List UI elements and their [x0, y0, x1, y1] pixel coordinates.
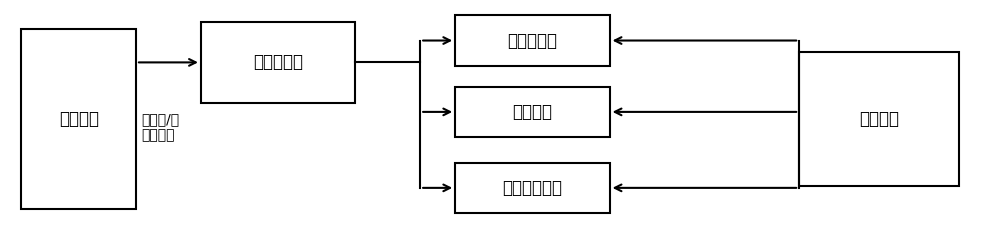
Bar [455, 15, 610, 66]
Text: 摇摆模态确定: 摇摆模态确定 [502, 179, 562, 197]
Text: 幅值谱/功
率谱密度: 幅值谱/功 率谱密度 [141, 112, 179, 142]
Text: 扰动信号: 扰动信号 [859, 110, 899, 128]
Text: 谐波数确定: 谐波数确定 [253, 53, 303, 71]
Text: 谐波数确定: 谐波数确定 [507, 31, 557, 50]
Bar [21, 29, 136, 209]
Bar [799, 52, 959, 185]
Bar [455, 87, 610, 137]
Bar [201, 22, 355, 103]
Text: 信号提取: 信号提取 [59, 110, 99, 128]
Text: 幅值大小: 幅值大小 [512, 103, 552, 121]
Bar [455, 163, 610, 213]
